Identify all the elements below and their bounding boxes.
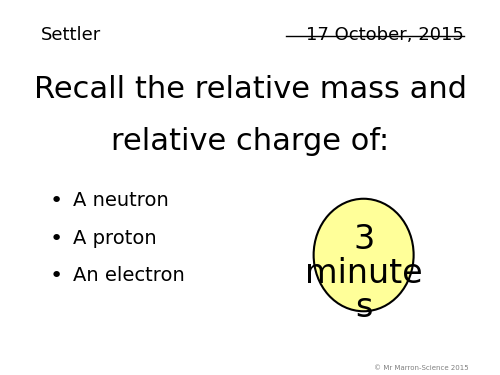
Text: An electron: An electron bbox=[72, 266, 184, 285]
Text: •: • bbox=[50, 191, 64, 211]
Text: Recall the relative mass and: Recall the relative mass and bbox=[34, 75, 467, 104]
Ellipse shape bbox=[314, 199, 414, 311]
Text: A proton: A proton bbox=[72, 229, 156, 248]
Text: •: • bbox=[50, 229, 64, 249]
Text: © Mr Marron-Science 2015: © Mr Marron-Science 2015 bbox=[374, 365, 468, 371]
Text: minute: minute bbox=[305, 257, 422, 290]
Text: 17 October, 2015: 17 October, 2015 bbox=[306, 26, 464, 44]
Text: A neutron: A neutron bbox=[72, 191, 168, 210]
Text: relative charge of:: relative charge of: bbox=[111, 128, 389, 156]
Text: 3: 3 bbox=[353, 223, 374, 256]
Text: •: • bbox=[50, 266, 64, 286]
Text: s: s bbox=[355, 291, 372, 324]
Text: Settler: Settler bbox=[41, 26, 101, 44]
